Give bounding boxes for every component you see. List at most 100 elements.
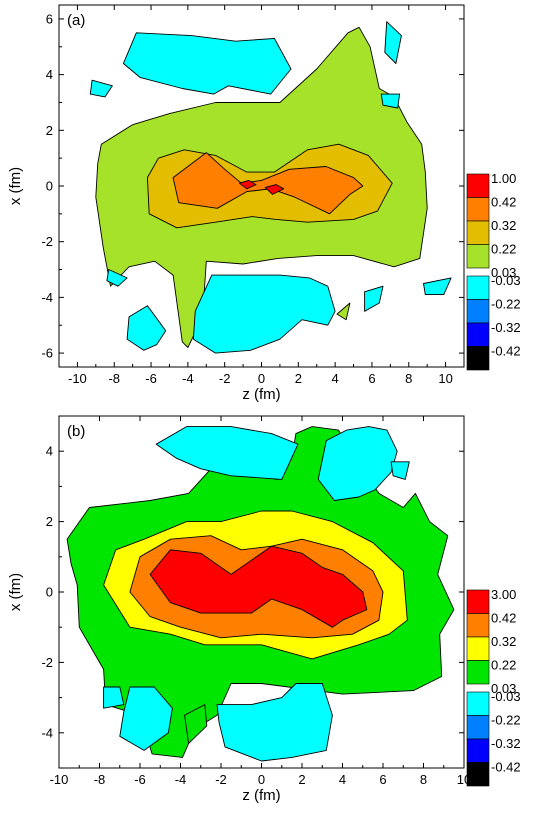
x-tick-label-b: -6: [134, 772, 146, 787]
y-axis-label-b: x (fm): [7, 573, 24, 611]
y-tick-label-b: 0: [46, 585, 53, 600]
x-tick-label-a: -6: [145, 371, 157, 386]
contour-region-b-6: [317, 426, 398, 501]
panel-label-b: (b): [67, 423, 85, 440]
y-tick-label-a: -6: [41, 346, 53, 361]
y-tick-label-b: -2: [41, 655, 53, 670]
legend-swatch-a: [466, 299, 490, 324]
legend-swatch-a: [466, 220, 490, 245]
legend-level-label-a: -0.22: [491, 297, 521, 312]
x-tick-label-a: 0: [258, 371, 265, 386]
legend-swatch-a: [466, 322, 490, 347]
y-tick-label-b: -4: [41, 725, 53, 740]
legend-level-label-b: 0.03: [491, 681, 516, 696]
legend-swatch-b: [466, 691, 490, 716]
x-tick-label-b: 6: [379, 772, 386, 787]
contour-region-a-14: [364, 285, 384, 312]
contour-region-a-15: [423, 277, 452, 296]
contour-regions-a: [89, 21, 452, 354]
legend-level-label-b: -0.42: [491, 760, 521, 775]
y-axis-label-a: x (fm): [7, 167, 24, 205]
contour-region-a-3: [238, 179, 257, 190]
x-tick-label-b: 8: [420, 772, 427, 787]
legend-swatch-b: [466, 589, 490, 614]
contour-region-a-10: [89, 79, 113, 98]
legend-level-label-a: 0.32: [491, 218, 516, 233]
y-tick-label-a: -2: [41, 234, 53, 249]
contour-region-b-9: [119, 686, 173, 751]
legend-swatch-b: [466, 660, 490, 685]
legend-level-label-b: 0.32: [491, 634, 516, 649]
legend-swatch-a: [466, 244, 490, 269]
legend-level-label-a: -0.32: [491, 320, 521, 335]
contour-region-a-4: [264, 184, 285, 195]
x-axis-label-b: z (fm): [242, 787, 280, 804]
x-tick-label-a: 4: [332, 371, 339, 386]
contour-region-a-2: [172, 152, 364, 215]
y-tick-label-a: -4: [41, 290, 53, 305]
contour-region-a-11: [106, 269, 128, 287]
legend-level-label-a: 0.03: [491, 265, 516, 280]
contour-region-a-6: [336, 302, 351, 321]
x-axis-label-a: z (fm): [242, 386, 280, 403]
legend-level-label-a: 1.00: [491, 171, 516, 186]
y-tick-label-a: 4: [46, 67, 53, 82]
y-tick-label-a: 6: [46, 11, 53, 26]
legend-swatch-b: [466, 613, 490, 638]
x-tick-label-a: 8: [405, 371, 412, 386]
contour-regions-b: [66, 426, 455, 762]
panel-label-a: (a): [67, 12, 85, 29]
contour-region-b-4: [184, 704, 208, 744]
legend-swatch-b: [466, 762, 490, 787]
legend-level-label-b: -0.22: [491, 713, 521, 728]
x-tick-label-a: -8: [108, 371, 120, 386]
x-tick-label-b: -10: [50, 772, 69, 787]
legend-level-label-b: 3.00: [491, 587, 516, 602]
contour-region-a-12: [192, 274, 336, 354]
legend-level-label-a: -0.03: [491, 273, 521, 288]
y-tick-label-b: 2: [46, 514, 53, 529]
contour-region-b-5: [155, 426, 299, 480]
x-tick-label-a: 10: [438, 371, 452, 386]
axis-ticks-a: -10 -8 -6 -4 -2 0 2 4 6 8 10 -6 -4 -2 0 2 4 6: [41, 5, 465, 386]
legend-level-label-b: 0.22: [491, 658, 516, 673]
legend-swatch-b: [466, 738, 490, 763]
legend-swatch-b: [466, 636, 490, 661]
legend-level-label-b: -0.03: [491, 689, 521, 704]
x-tick-label-a: -10: [68, 371, 87, 386]
contour-region-b-10: [216, 683, 333, 762]
color-legend-b: 3.00 0.42 0.32 0.22 0.03-0.03 -0.22 -0.32 -0.42: [466, 587, 521, 787]
x-tick-label-a: -4: [182, 371, 194, 386]
x-tick-label-b: 2: [298, 772, 305, 787]
contour-region-b-3: [149, 545, 368, 628]
x-tick-label-b: 0: [258, 772, 265, 787]
legend-swatch-a: [466, 197, 490, 222]
legend-swatch-b: [466, 715, 490, 740]
contour-region-b-7: [390, 461, 410, 480]
x-tick-label-a: 6: [368, 371, 375, 386]
y-tick-label-b: 4: [46, 444, 53, 459]
legend-level-label-b: -0.32: [491, 736, 521, 751]
x-tick-label-b: -2: [215, 772, 227, 787]
x-tick-label-a: 2: [295, 371, 302, 386]
contour-region-a-9: [380, 93, 401, 109]
x-tick-label-a: -2: [219, 371, 231, 386]
x-tick-label-b: 4: [339, 772, 346, 787]
contour-region-a-8: [384, 21, 402, 64]
legend-level-label-a: 0.42: [491, 195, 516, 210]
legend-level-label-b: 0.42: [491, 611, 516, 626]
contour-region-a-7: [122, 32, 292, 95]
x-tick-label-b: -8: [94, 772, 106, 787]
legend-swatch-a: [466, 275, 490, 300]
legend-level-label-a: -0.42: [491, 344, 521, 359]
legend-swatch-a: [466, 173, 490, 198]
contour-region-a-13: [126, 305, 167, 351]
contour-region-b-8: [103, 686, 125, 709]
y-tick-label-a: 0: [46, 179, 53, 194]
color-legend-a: 1.00 0.42 0.32 0.22 0.03-0.03 -0.22 -0.32 -0.42: [466, 171, 521, 371]
y-tick-label-a: 2: [46, 123, 53, 138]
